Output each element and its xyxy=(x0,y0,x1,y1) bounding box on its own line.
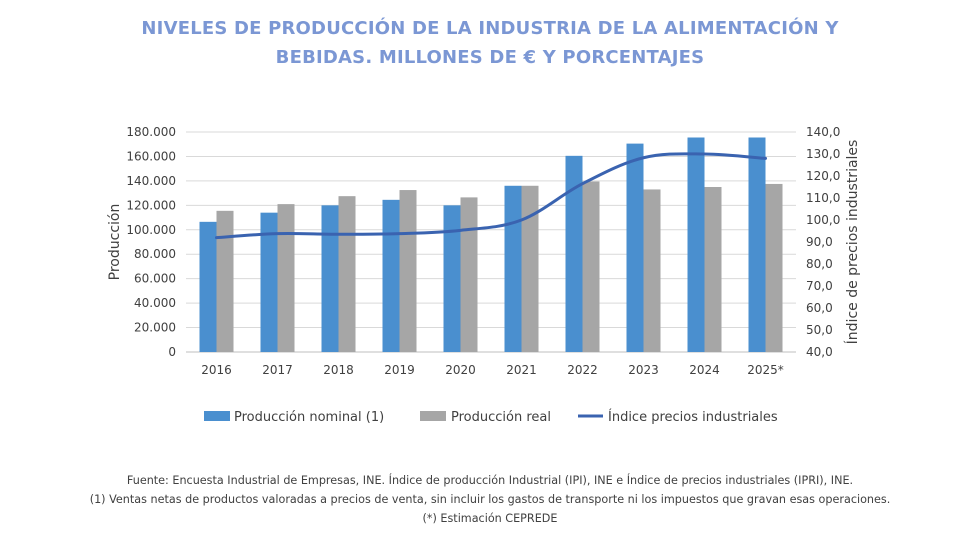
legend-swatch-real xyxy=(420,411,446,421)
bar-produccion-real xyxy=(704,187,722,352)
y2-axis-title: Índice de precios industriales xyxy=(844,140,861,345)
y-tick-label: 140.000 xyxy=(126,174,176,188)
bar-produccion-nominal xyxy=(748,137,766,352)
bar-produccion-nominal xyxy=(504,185,522,352)
x-tick-label: 2025* xyxy=(747,363,784,377)
bar-produccion-real xyxy=(460,197,478,352)
x-tick-label: 2022 xyxy=(567,363,598,377)
bar-produccion-real xyxy=(521,185,539,352)
bar-produccion-nominal xyxy=(626,143,644,352)
y2-tick-label: 110,0 xyxy=(806,191,840,205)
y2-tick-label: 100,0 xyxy=(806,213,840,227)
y-tick-label: 100.000 xyxy=(126,223,176,237)
legend-swatch-nominal xyxy=(204,411,230,421)
y2-tick-label: 70,0 xyxy=(806,279,833,293)
legend-label-real: Producción real xyxy=(451,410,551,425)
y2-tick-label: 50,0 xyxy=(806,323,833,337)
legend-label-indice: Índice precios industriales xyxy=(608,409,778,425)
production-chart: 0 20.000 40.000 60.000 80.000 100.000 120.000 1… xyxy=(107,125,861,425)
chart-title-line-1: NIVELES DE PRODUCCIÓN DE LA INDUSTRIA DE… xyxy=(141,18,839,39)
chart-footer: Fuente: Encuesta Industrial de Empresas,… xyxy=(0,471,980,528)
y-tick-label: 180.000 xyxy=(126,125,176,139)
bar-produccion-real xyxy=(765,183,783,352)
y-axis-title: Producción xyxy=(107,204,123,281)
bar-produccion-nominal xyxy=(260,212,278,352)
y-tick-label: 20.000 xyxy=(134,321,176,335)
bar-produccion-nominal xyxy=(382,199,400,352)
footnote-estimate: (*) Estimación CEPREDE xyxy=(422,512,558,525)
bar-produccion-real xyxy=(582,181,600,352)
x-tick-label: 2016 xyxy=(201,363,232,377)
y2-tick-label: 130,0 xyxy=(806,147,840,161)
legend-label-nominal: Producción nominal (1) xyxy=(234,410,384,425)
line-indice-precios xyxy=(215,152,767,240)
footnote-1: (1) Ventas netas de productos valoradas … xyxy=(89,493,891,506)
y-tick-label: 120.000 xyxy=(126,198,176,212)
y-tick-label: 0 xyxy=(168,345,176,359)
bar-produccion-nominal xyxy=(687,137,705,352)
x-tick-label: 2021 xyxy=(506,363,537,377)
bar-produccion-nominal xyxy=(199,221,217,352)
bar-produccion-real xyxy=(277,204,295,352)
bar-produccion-real xyxy=(216,210,234,352)
bar-produccion-nominal xyxy=(321,205,339,352)
x-tick-label: 2024 xyxy=(689,363,720,377)
bar-produccion-nominal xyxy=(443,205,461,352)
bar-produccion-real xyxy=(399,190,417,352)
chart-title: NIVELES DE PRODUCCIÓN DE LA INDUSTRIA DE… xyxy=(0,14,980,72)
chart-title-line-2: BEBIDAS. MILLONES DE € Y PORCENTAJES xyxy=(275,47,705,68)
y2-tick-label: 90,0 xyxy=(806,235,833,249)
bar-produccion-real xyxy=(338,196,356,352)
x-tick-label: 2017 xyxy=(262,363,293,377)
y2-tick-label: 140,0 xyxy=(806,125,840,139)
x-tick-label: 2018 xyxy=(323,363,354,377)
y-tick-label: 40.000 xyxy=(134,296,176,310)
y-tick-label: 80.000 xyxy=(134,247,176,261)
y2-tick-label: 120,0 xyxy=(806,169,840,183)
x-tick-label: 2020 xyxy=(445,363,476,377)
y2-tick-label: 40,0 xyxy=(806,345,833,359)
y2-tick-label: 80,0 xyxy=(806,257,833,271)
y-tick-label: 160.000 xyxy=(126,149,176,163)
source-note: Fuente: Encuesta Industrial de Empresas,… xyxy=(126,474,854,487)
bar-produccion-real xyxy=(643,189,661,352)
y2-tick-label: 60,0 xyxy=(806,301,833,315)
y-tick-label: 60.000 xyxy=(134,272,176,286)
bar-produccion-nominal xyxy=(565,155,583,352)
x-tick-label: 2019 xyxy=(384,363,415,377)
x-tick-label: 2023 xyxy=(628,363,659,377)
